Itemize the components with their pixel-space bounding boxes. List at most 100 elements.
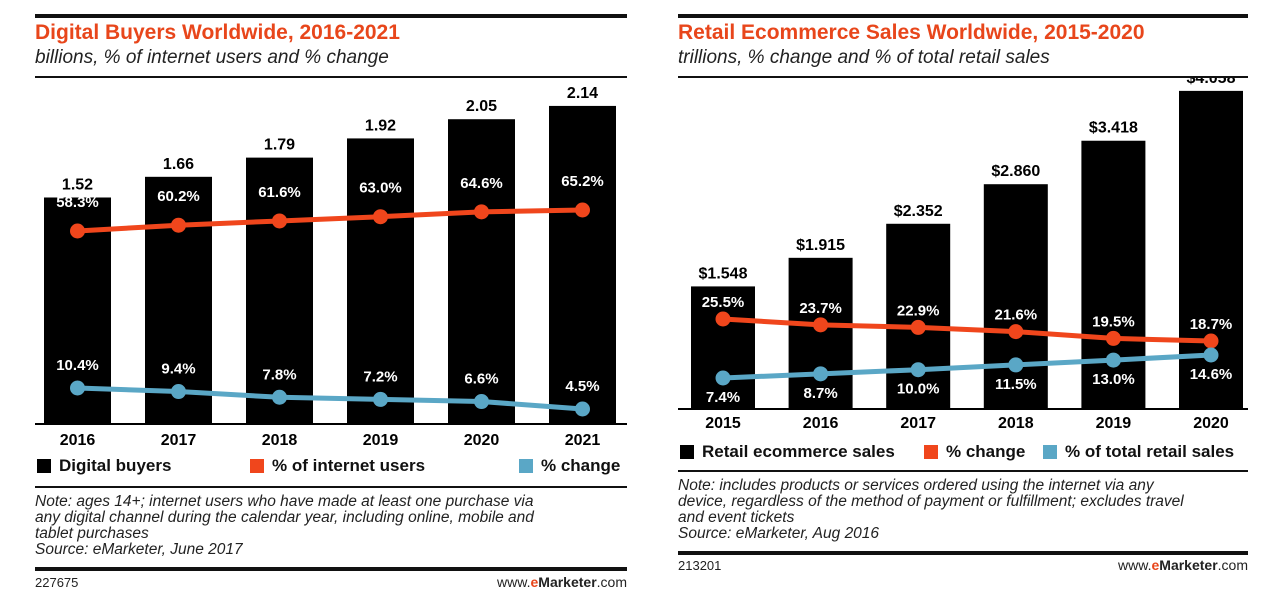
series-2-value-label: 8.7% xyxy=(803,385,837,402)
chart-id: 227675 xyxy=(35,575,79,590)
bottom-rule xyxy=(678,551,1248,555)
series-1-value-label: 61.6% xyxy=(258,184,301,201)
series-1-point xyxy=(910,319,926,335)
bar-value-label: $2.352 xyxy=(894,203,943,220)
top-rule xyxy=(678,14,1248,18)
bar-value-label: $1.548 xyxy=(699,265,748,282)
bar-value-label: $2.860 xyxy=(991,163,1040,180)
series-2-value-label: 6.6% xyxy=(464,371,498,388)
series-2-point xyxy=(474,394,489,410)
source-line: Source: eMarketer, Aug 2016 xyxy=(678,525,880,542)
note-line: Note: includes products or services orde… xyxy=(678,477,1154,494)
series-1-point xyxy=(813,317,829,333)
legend-item-percent-change: % change xyxy=(924,442,1025,462)
bar-value-label: $1.915 xyxy=(796,237,845,254)
bar-value-label: 2.14 xyxy=(567,85,598,102)
series-1-point xyxy=(1203,333,1219,349)
series-1-value-label: 23.7% xyxy=(799,300,842,317)
series-2-point xyxy=(70,380,85,396)
series-2-value-label: 14.6% xyxy=(1190,366,1233,383)
series-1-value-label: 19.5% xyxy=(1092,313,1135,330)
x-tick-label: 2016 xyxy=(803,415,839,432)
legend-item-internet-users: % of internet users xyxy=(250,456,425,476)
series-2-point xyxy=(373,391,388,407)
series-2-value-label: 7.8% xyxy=(262,366,296,383)
series-2-value-label: 7.4% xyxy=(706,389,740,406)
subtitle-rule xyxy=(35,76,627,78)
series-2-value-label: 4.5% xyxy=(565,378,599,395)
chart-id: 213201 xyxy=(678,558,722,573)
chart-notes: Note: includes products or services orde… xyxy=(678,478,1184,542)
chart-plot: 1.52 1.66 1.79 1.92 2.05 2.14 58.3% 60.2% 61.6% 6… xyxy=(35,85,627,449)
subtitle-rule xyxy=(678,76,1248,78)
brand-url: www.eMarketer.com xyxy=(1118,557,1248,573)
chart-title: Digital Buyers Worldwide, 2016-2021 xyxy=(35,21,400,44)
bar-value-label: 1.52 xyxy=(62,176,93,193)
series-2-value-label: 10.0% xyxy=(897,381,940,398)
legend-swatch xyxy=(680,445,694,459)
series-1-point xyxy=(474,204,489,220)
chart-legend: Digital buyers % of internet users % cha… xyxy=(35,456,627,476)
legend-item-percent-change: % change xyxy=(519,456,620,476)
series-2-value-label: 13.0% xyxy=(1092,371,1135,388)
x-tick-label: 2020 xyxy=(1193,415,1229,432)
series-1-point xyxy=(373,209,388,225)
legend-label: Digital buyers xyxy=(59,456,172,475)
legend-label: % of internet users xyxy=(272,456,426,475)
series-1-point xyxy=(1105,330,1121,346)
bar xyxy=(347,138,414,424)
series-2-point xyxy=(1203,347,1219,363)
series-1-value-label: 22.9% xyxy=(897,302,940,319)
chart-subtitle: trillions, % change and % of total retai… xyxy=(678,47,1050,68)
series-1-value-label: 64.6% xyxy=(460,175,503,192)
legend-label: % change xyxy=(541,456,621,475)
legend-swatch xyxy=(1043,445,1057,459)
series-1-value-label: 21.6% xyxy=(995,307,1038,324)
series-2-point xyxy=(715,370,731,386)
chart-notes: Note: ages 14+; internet users who have … xyxy=(35,494,534,558)
series-1-point xyxy=(70,223,85,239)
legend-swatch xyxy=(250,459,264,473)
legend-swatch xyxy=(519,459,533,473)
series-2-point xyxy=(1105,352,1121,368)
right-chart-panel: Retail Ecommerce Sales Worldwide, 2015-2… xyxy=(678,0,1248,608)
series-1-line xyxy=(722,316,1212,344)
bar-value-label: $3.418 xyxy=(1089,120,1138,137)
bar-value-label: 1.66 xyxy=(163,156,194,173)
series-1-point xyxy=(575,202,590,218)
x-tick-label: 2019 xyxy=(363,432,399,449)
legend-swatch xyxy=(37,459,51,473)
bar-value-label: 2.05 xyxy=(466,98,497,115)
series-1-point xyxy=(1008,324,1024,340)
bar xyxy=(886,223,951,409)
note-line: tablet purchases xyxy=(35,525,149,542)
bar-value-label: 1.92 xyxy=(365,117,396,134)
top-rule xyxy=(35,14,627,18)
legend-rule xyxy=(678,470,1248,472)
chart-title: Retail Ecommerce Sales Worldwide, 2015-2… xyxy=(678,21,1145,44)
legend-swatch xyxy=(924,445,938,459)
x-tick-label: 2016 xyxy=(60,432,96,449)
chart-legend: Retail ecommerce sales % change % of tot… xyxy=(678,442,1248,462)
series-1-value-label: 65.2% xyxy=(561,173,604,190)
x-tick-label: 2019 xyxy=(1096,415,1132,432)
series-1-value-label: 63.0% xyxy=(359,180,402,197)
x-tick-label: 2018 xyxy=(998,415,1034,432)
series-1-value-label: 25.5% xyxy=(702,294,745,311)
series-1-point xyxy=(171,217,186,233)
series-2-point xyxy=(813,366,829,382)
x-tick-label: 2020 xyxy=(464,432,500,449)
bar-value-label: $4.058 xyxy=(1187,78,1236,87)
series-2-value-label: 10.4% xyxy=(56,357,99,374)
bar xyxy=(788,257,853,409)
series-2-point xyxy=(1008,357,1024,373)
series-2-point xyxy=(575,401,590,417)
series-2-point xyxy=(171,384,186,400)
note-line: device, regardless of the method of paym… xyxy=(678,493,1184,510)
series-2-line xyxy=(77,385,583,412)
legend-item-digital-buyers: Digital buyers xyxy=(37,456,171,476)
bar xyxy=(1081,140,1146,409)
series-2-point xyxy=(272,389,287,405)
bottom-rule xyxy=(35,567,627,571)
series-2-point xyxy=(910,362,926,378)
